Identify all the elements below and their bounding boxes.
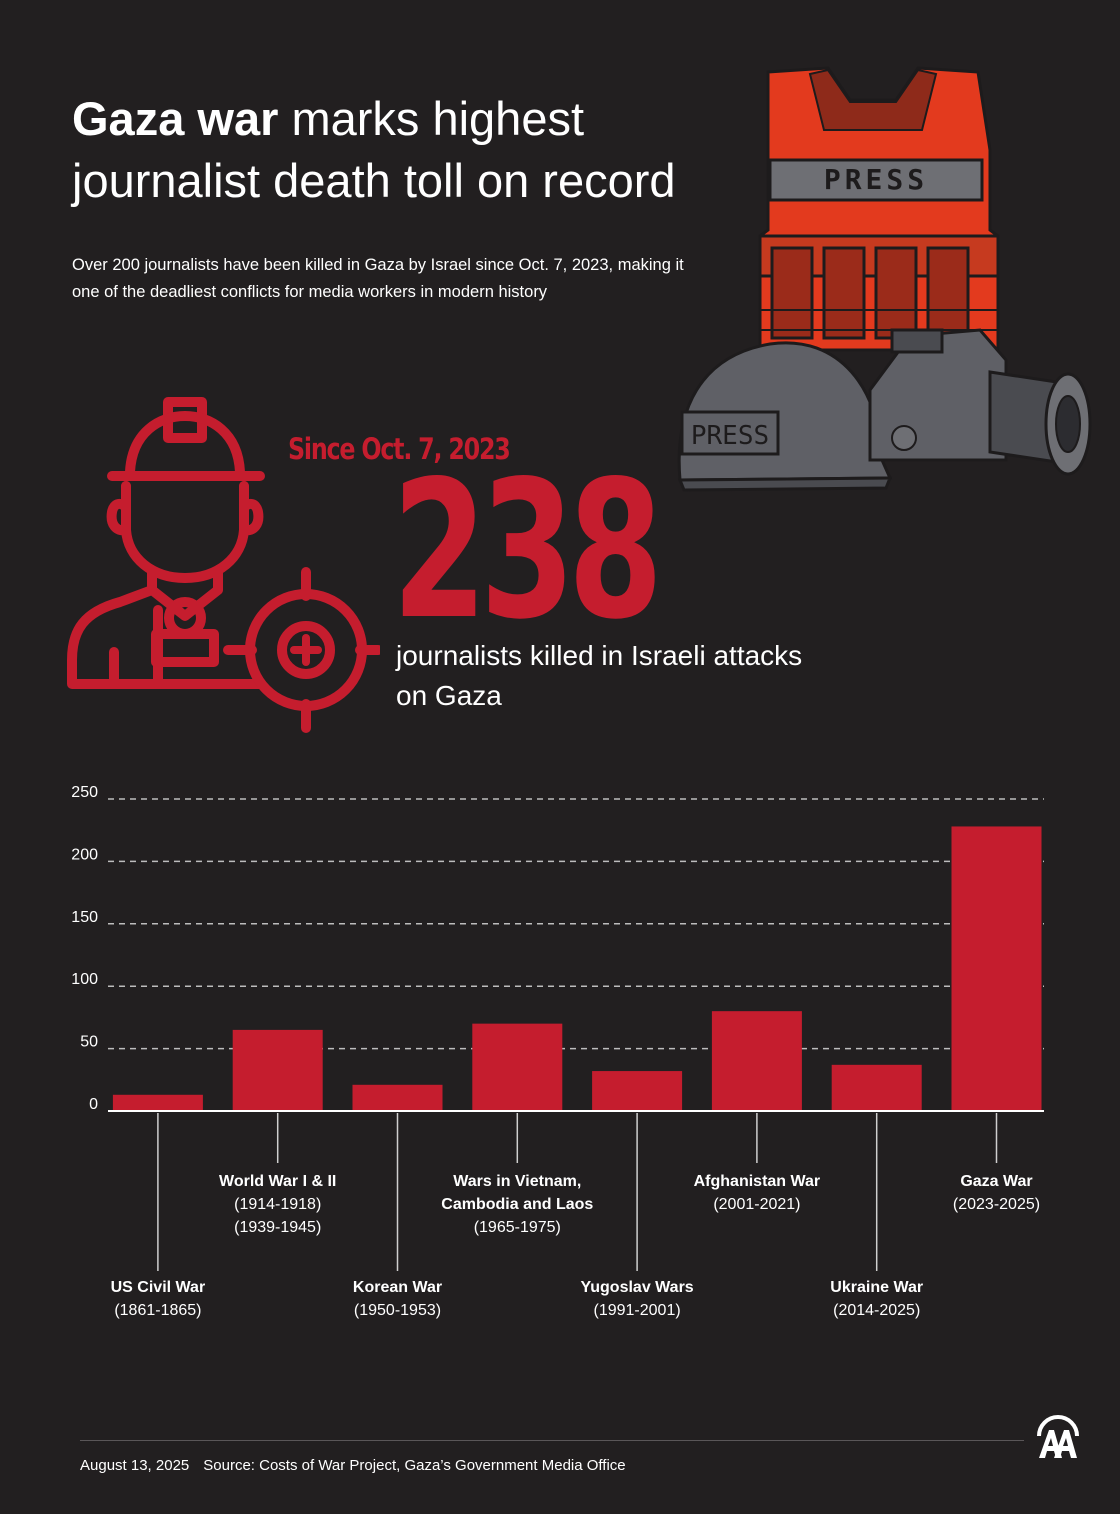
category-years: (1965-1975) bbox=[474, 1219, 561, 1236]
bar bbox=[232, 1029, 323, 1111]
crosshair-icon bbox=[223, 567, 380, 733]
category-name: Cambodia and Laos bbox=[441, 1196, 593, 1213]
helmet-icon: PRESS bbox=[677, 341, 893, 492]
title-bold: Gaza war bbox=[72, 92, 279, 145]
bar-chart: 0 50 100 150 200 250 US Civil War (1861-1865) Wo… bbox=[71, 784, 1044, 1319]
bar bbox=[472, 1023, 563, 1111]
category-years: (1861-1865) bbox=[114, 1302, 201, 1319]
death-toll-number: 238 bbox=[392, 440, 663, 661]
death-toll-caption: journalists killed in Israeli attacks on… bbox=[396, 640, 803, 711]
category-name: US Civil War bbox=[111, 1279, 206, 1296]
category-years: (1939-1945) bbox=[234, 1219, 321, 1236]
category-name: World War I & II bbox=[219, 1173, 336, 1190]
bar bbox=[592, 1071, 683, 1111]
bar bbox=[711, 1011, 802, 1111]
footer: August 13, 2025 Source: Costs of War Proj… bbox=[80, 1457, 626, 1474]
category-years: (2001-2021) bbox=[713, 1196, 800, 1213]
y-tick-label: 0 bbox=[89, 1096, 98, 1113]
footer-source: Source: Costs of War Project, Gaza’s Gov… bbox=[203, 1457, 626, 1474]
bar bbox=[831, 1064, 922, 1111]
journalist-icon bbox=[67, 397, 380, 733]
y-tick-label: 100 bbox=[71, 971, 98, 988]
press-gear-illustration: PRESS PRESS bbox=[677, 66, 1092, 492]
press-vest-icon: PRESS bbox=[758, 66, 1000, 352]
camera-icon bbox=[868, 328, 1092, 476]
vest-press-label: PRESS bbox=[824, 163, 928, 196]
footer-divider bbox=[80, 1440, 1024, 1441]
category-years: (2023-2025) bbox=[953, 1196, 1040, 1213]
category-years: (1950-1953) bbox=[354, 1302, 441, 1319]
bar bbox=[112, 1094, 203, 1111]
title-rest: marks highest journalist death toll on r… bbox=[72, 92, 676, 207]
bar bbox=[951, 826, 1042, 1111]
y-tick-label: 50 bbox=[80, 1034, 98, 1051]
category-name: Wars in Vietnam, bbox=[453, 1173, 581, 1190]
category-name: Afghanistan War bbox=[694, 1173, 821, 1190]
category-name: Gaza War bbox=[960, 1173, 1032, 1190]
subtitle: Over 200 journalists have been killed in… bbox=[72, 256, 684, 301]
category-years: (1914-1918) bbox=[234, 1196, 321, 1213]
y-tick-label: 250 bbox=[71, 784, 98, 801]
category-name: Ukraine War bbox=[830, 1279, 923, 1296]
category-name: Yugoslav Wars bbox=[580, 1279, 693, 1296]
category-years: (2014-2025) bbox=[833, 1302, 920, 1319]
category-name: Korean War bbox=[353, 1279, 442, 1296]
helmet-press-label: PRESS bbox=[691, 421, 769, 451]
aa-logo-icon bbox=[1037, 1415, 1079, 1458]
category-years: (1991-2001) bbox=[594, 1302, 681, 1319]
page-title: Gaza war marks highest journalist death … bbox=[72, 88, 772, 212]
bar bbox=[352, 1084, 443, 1111]
journalist-with-helmet-icon bbox=[67, 397, 265, 689]
y-tick-label: 150 bbox=[71, 909, 98, 926]
since-date-label: Since Oct. 7, 2023 bbox=[288, 432, 511, 466]
y-tick-label: 200 bbox=[71, 846, 98, 863]
footer-date: August 13, 2025 bbox=[80, 1457, 190, 1474]
